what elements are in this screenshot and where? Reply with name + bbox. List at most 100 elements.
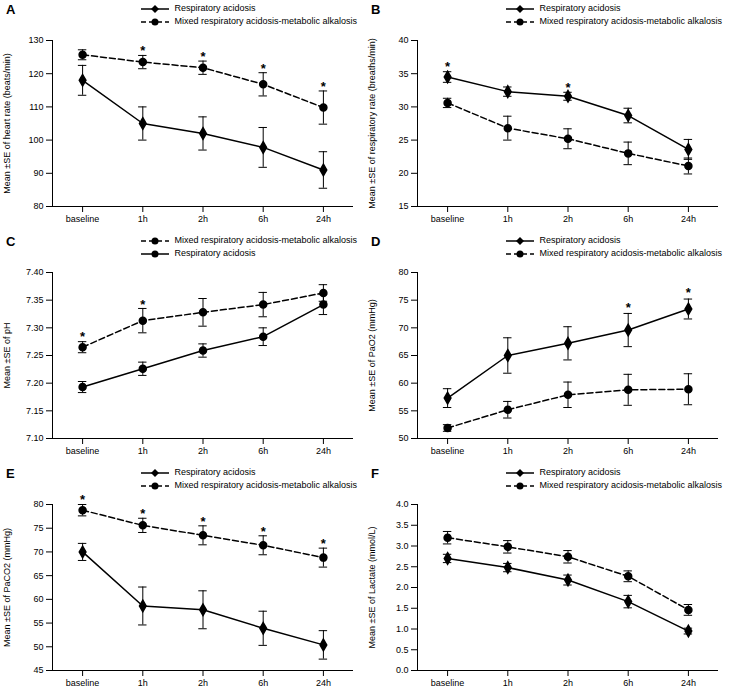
svg-text:1.0: 1.0 bbox=[396, 624, 409, 634]
svg-text:*: * bbox=[80, 329, 86, 344]
svg-text:6h: 6h bbox=[623, 678, 633, 688]
svg-text:6h: 6h bbox=[258, 678, 268, 688]
svg-text:65: 65 bbox=[33, 571, 43, 581]
svg-text:75: 75 bbox=[398, 295, 408, 305]
svg-text:*: * bbox=[626, 300, 632, 315]
svg-text:45: 45 bbox=[33, 665, 43, 675]
svg-text:Mean ±SE of respiratory rate (: Mean ±SE of respiratory rate (breaths/mi… bbox=[367, 38, 377, 209]
svg-text:7.30: 7.30 bbox=[26, 323, 44, 333]
svg-text:Mean ±SE of heart rate (beats/: Mean ±SE of heart rate (beats/min) bbox=[2, 53, 12, 194]
html-text:Mixed respiratory acidosis-met: Mixed respiratory acidosis-metabolic alk… bbox=[174, 16, 357, 26]
svg-text:6h: 6h bbox=[258, 446, 268, 456]
svg-text:35: 35 bbox=[398, 69, 408, 79]
svg-text:*: * bbox=[686, 285, 692, 300]
svg-text:2h: 2h bbox=[198, 446, 208, 456]
svg-text:baseline: baseline bbox=[66, 446, 100, 456]
svg-text:3.5: 3.5 bbox=[396, 520, 409, 530]
svg-text:50: 50 bbox=[33, 642, 43, 652]
svg-text:*: * bbox=[321, 79, 327, 94]
svg-text:80: 80 bbox=[33, 499, 43, 509]
svg-text:2h: 2h bbox=[563, 446, 573, 456]
svg-text:*: * bbox=[321, 536, 327, 551]
svg-text:*: * bbox=[80, 494, 86, 507]
svg-text:120: 120 bbox=[28, 69, 43, 79]
svg-text:7.10: 7.10 bbox=[26, 433, 44, 443]
svg-text:1h: 1h bbox=[138, 446, 148, 456]
svg-text:25: 25 bbox=[398, 135, 408, 145]
svg-text:6h: 6h bbox=[258, 214, 268, 224]
svg-text:*: * bbox=[200, 49, 206, 64]
svg-text:baseline: baseline bbox=[66, 678, 100, 688]
svg-text:1h: 1h bbox=[503, 446, 513, 456]
svg-text:6h: 6h bbox=[623, 446, 633, 456]
svg-text:40: 40 bbox=[398, 35, 408, 45]
svg-text:2h: 2h bbox=[563, 214, 573, 224]
svg-text:*: * bbox=[140, 43, 146, 58]
svg-text:50: 50 bbox=[398, 433, 408, 443]
svg-text:2h: 2h bbox=[198, 678, 208, 688]
svg-text:6h: 6h bbox=[623, 214, 633, 224]
svg-text:1h: 1h bbox=[138, 678, 148, 688]
svg-text:65: 65 bbox=[398, 350, 408, 360]
svg-text:60: 60 bbox=[33, 594, 43, 604]
svg-text:0.0: 0.0 bbox=[396, 665, 409, 675]
svg-text:*: * bbox=[140, 506, 146, 521]
html-text:A: A bbox=[6, 2, 16, 17]
svg-text:80: 80 bbox=[33, 201, 43, 211]
svg-text:80: 80 bbox=[398, 267, 408, 277]
svg-text:baseline: baseline bbox=[431, 214, 465, 224]
svg-text:24h: 24h bbox=[681, 446, 696, 456]
svg-text:2.5: 2.5 bbox=[396, 562, 409, 572]
svg-text:4.0: 4.0 bbox=[396, 499, 409, 509]
svg-text:2h: 2h bbox=[198, 214, 208, 224]
svg-text:90: 90 bbox=[33, 168, 43, 178]
svg-text:baseline: baseline bbox=[431, 446, 465, 456]
svg-text:130: 130 bbox=[28, 35, 43, 45]
svg-text:20: 20 bbox=[398, 168, 408, 178]
svg-text:Mean ±SE of PaO2 (mmHg): Mean ±SE of PaO2 (mmHg) bbox=[367, 299, 377, 411]
svg-text:24h: 24h bbox=[316, 446, 331, 456]
svg-text:24h: 24h bbox=[681, 678, 696, 688]
svg-text:*: * bbox=[565, 80, 571, 95]
svg-text:*: * bbox=[445, 59, 451, 74]
svg-text:baseline: baseline bbox=[431, 678, 465, 688]
svg-text:3.0: 3.0 bbox=[396, 541, 409, 551]
svg-text:15: 15 bbox=[398, 201, 408, 211]
svg-text:75: 75 bbox=[33, 523, 43, 533]
svg-text:2h: 2h bbox=[563, 678, 573, 688]
svg-text:*: * bbox=[261, 524, 267, 539]
svg-text:0.5: 0.5 bbox=[396, 645, 409, 655]
svg-text:Mean ±SE of Lactate (mmol/L): Mean ±SE of Lactate (mmol/L) bbox=[367, 527, 377, 649]
svg-text:55: 55 bbox=[398, 406, 408, 416]
svg-text:70: 70 bbox=[33, 547, 43, 557]
svg-text:7.40: 7.40 bbox=[26, 267, 44, 277]
svg-text:1h: 1h bbox=[503, 214, 513, 224]
svg-text:1.5: 1.5 bbox=[396, 603, 409, 613]
svg-text:100: 100 bbox=[28, 135, 43, 145]
svg-text:Mean ±SE of PaCO2 (mmHg): Mean ±SE of PaCO2 (mmHg) bbox=[2, 528, 12, 647]
html-text:Respiratory acidosis: Respiratory acidosis bbox=[174, 3, 256, 13]
svg-text:60: 60 bbox=[398, 378, 408, 388]
svg-text:7.20: 7.20 bbox=[26, 378, 44, 388]
svg-text:7.35: 7.35 bbox=[26, 295, 44, 305]
svg-text:*: * bbox=[200, 514, 206, 529]
svg-text:1h: 1h bbox=[503, 678, 513, 688]
svg-text:baseline: baseline bbox=[66, 214, 100, 224]
svg-text:7.25: 7.25 bbox=[26, 350, 44, 360]
svg-text:24h: 24h bbox=[681, 214, 696, 224]
svg-text:2.0: 2.0 bbox=[396, 582, 409, 592]
svg-text:7.15: 7.15 bbox=[26, 406, 44, 416]
svg-text:110: 110 bbox=[29, 102, 43, 112]
svg-text:*: * bbox=[140, 297, 146, 312]
html-text:Mixed respiratory acidosis-met: Mixed respiratory acidosis-metabolic alk… bbox=[539, 16, 722, 26]
svg-text:24h: 24h bbox=[316, 214, 331, 224]
svg-text:70: 70 bbox=[398, 323, 408, 333]
svg-text:24h: 24h bbox=[316, 678, 331, 688]
svg-text:1h: 1h bbox=[138, 214, 148, 224]
svg-text:55: 55 bbox=[33, 618, 43, 628]
svg-text:Mean ±SE of pH: Mean ±SE of pH bbox=[2, 323, 12, 389]
html-text:Respiratory acidosis: Respiratory acidosis bbox=[539, 3, 621, 13]
html-text:B: B bbox=[371, 2, 381, 17]
svg-text:30: 30 bbox=[398, 102, 408, 112]
svg-text:*: * bbox=[261, 61, 267, 76]
